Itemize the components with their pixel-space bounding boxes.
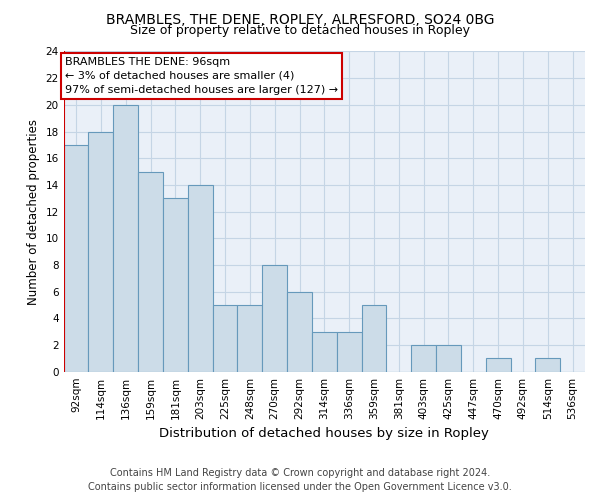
Text: BRAMBLES THE DENE: 96sqm
← 3% of detached houses are smaller (4)
97% of semi-det: BRAMBLES THE DENE: 96sqm ← 3% of detache…	[65, 57, 338, 95]
Bar	[64, 145, 88, 372]
Bar	[337, 332, 362, 372]
Bar	[535, 358, 560, 372]
Bar	[262, 265, 287, 372]
Bar	[163, 198, 188, 372]
Text: Contains HM Land Registry data © Crown copyright and database right 2024.
Contai: Contains HM Land Registry data © Crown c…	[88, 468, 512, 492]
Bar	[287, 292, 312, 372]
Bar	[362, 305, 386, 372]
Text: BRAMBLES, THE DENE, ROPLEY, ALRESFORD, SO24 0BG: BRAMBLES, THE DENE, ROPLEY, ALRESFORD, S…	[106, 12, 494, 26]
Bar	[238, 305, 262, 372]
Bar	[212, 305, 238, 372]
Bar	[436, 345, 461, 372]
Y-axis label: Number of detached properties: Number of detached properties	[27, 118, 40, 304]
X-axis label: Distribution of detached houses by size in Ropley: Distribution of detached houses by size …	[160, 427, 489, 440]
Bar	[88, 132, 113, 372]
Text: Size of property relative to detached houses in Ropley: Size of property relative to detached ho…	[130, 24, 470, 37]
Bar	[312, 332, 337, 372]
Bar	[188, 185, 212, 372]
Bar	[485, 358, 511, 372]
Bar	[113, 105, 138, 372]
Bar	[411, 345, 436, 372]
Bar	[138, 172, 163, 372]
